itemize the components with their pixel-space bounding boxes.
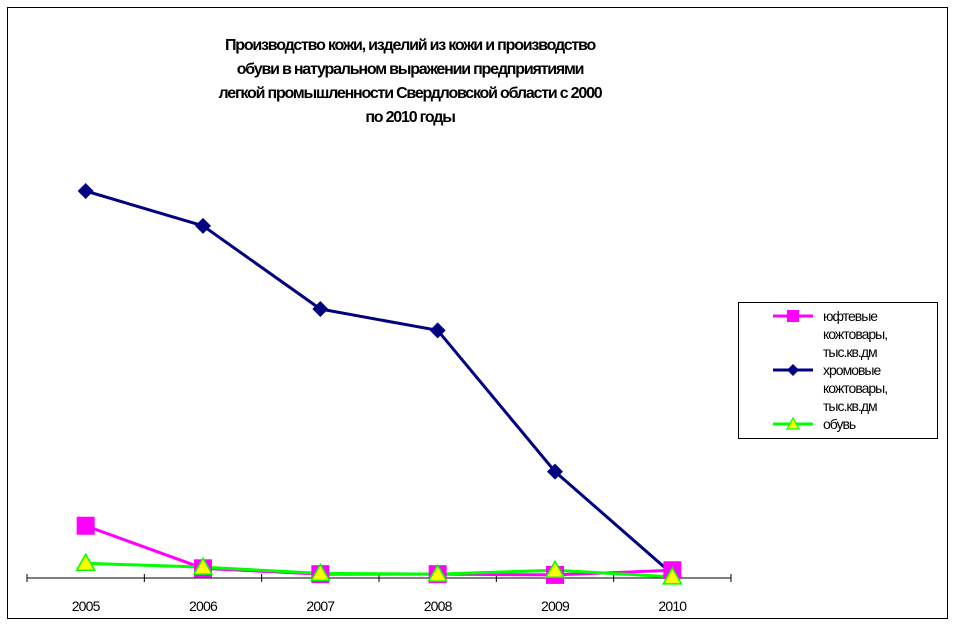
x-tick-label-2006: 2006 [189, 598, 218, 614]
x-tick-label-2009: 2009 [541, 598, 570, 614]
data-point-s1-2005 [77, 183, 94, 199]
x-tick-label-2005: 2005 [72, 598, 101, 614]
x-tick-label-2008: 2008 [424, 598, 453, 614]
legend-label-shoes: обувь [823, 416, 856, 432]
data-point-s2-2005 [75, 552, 96, 572]
x-tick-label-2007: 2007 [306, 598, 335, 614]
data-point-s0-2005 [76, 516, 95, 535]
chart-title-line-1: Производство кожи, изделий из кожи и про… [224, 37, 596, 54]
data-point-s1-2007 [312, 301, 329, 318]
legend-label-yuft-line2: кожтовары, [823, 326, 888, 342]
legend-marker-shoes [773, 416, 813, 430]
legend-label-yuft-line1: юфтевые [823, 308, 878, 324]
data-point-s2-2008 [427, 563, 448, 582]
data-point-s1-2006 [195, 217, 211, 234]
legend-marker-chrome [773, 364, 813, 376]
x-tick-label-2010: 2010 [658, 598, 687, 614]
data-point-s2-2009 [544, 559, 566, 579]
legend: юфтевые кожтовары, тыс.кв.дм хромовые ко… [738, 302, 938, 439]
data-point-s2-2006 [192, 556, 214, 575]
chart-title-line-4: по 2010 годы [365, 109, 456, 126]
legend-label-chrome-line3: тыс.кв.дм [823, 398, 878, 414]
data-point-s2-2010 [662, 566, 683, 585]
chart-title: Производство кожи, изделий из кожи и про… [100, 34, 720, 130]
legend-label-chrome-line2: кожтовары, [823, 380, 888, 396]
legend-label-yuft-line3: тыс.кв.дм [823, 344, 878, 360]
data-point-s1-2008 [429, 322, 446, 339]
chart-title-line-3: легкой промышленности Свердловской облас… [218, 85, 603, 102]
legend-label-chrome-line1: хромовые [823, 362, 881, 378]
data-point-s1-2009 [547, 463, 563, 480]
legend-marker-yuft [773, 310, 813, 322]
chart-title-line-2: обуви в натуральном выражении предприяти… [236, 61, 585, 78]
data-point-s2-2007 [310, 562, 331, 582]
series-line-2 [85, 561, 673, 579]
series-line-1 [85, 189, 674, 576]
